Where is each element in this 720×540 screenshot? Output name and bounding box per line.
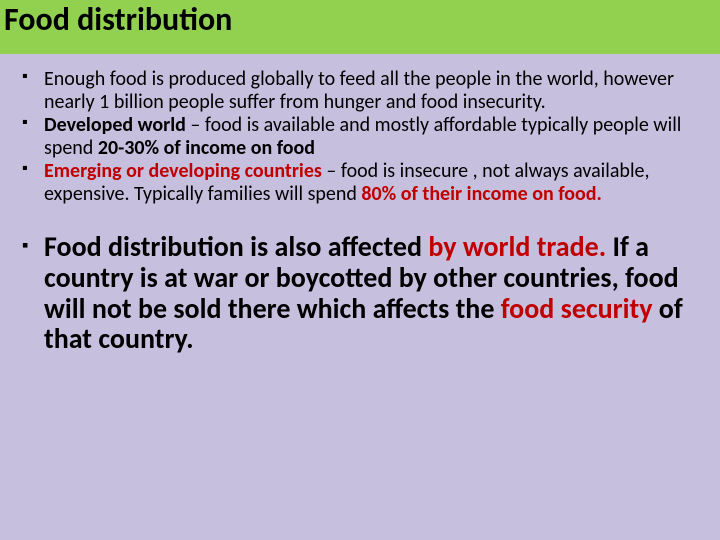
bullet-4-lead: Food distribution is also affected — [44, 229, 428, 264]
content-area: Enough food is produced globally to feed… — [0, 54, 720, 355]
page-title: Food distribution — [4, 2, 716, 37]
bullet-1-text: Enough food is produced globally to feed… — [44, 67, 674, 114]
bullet-list: Enough food is produced globally to feed… — [18, 68, 702, 355]
bullet-3-lead: Emerging or developing countries — [44, 159, 322, 183]
bullet-1: Enough food is produced globally to feed… — [18, 68, 702, 114]
bullet-2-lead: Developed world — [44, 113, 186, 137]
bullet-4-red2: food security — [501, 291, 659, 326]
bullet-4: Food distribution is also affected by wo… — [18, 232, 702, 355]
bullet-4-red1: by world trade. — [428, 229, 612, 264]
bullet-2-stat: 20-30% of income on food — [98, 136, 315, 160]
bullet-3-stat: 80% of their income on food. — [361, 182, 601, 206]
bullet-2: Developed world – food is available and … — [18, 114, 702, 160]
bullet-3: Emerging or developing countries – food … — [18, 160, 702, 206]
title-bar: Food distribution — [0, 0, 720, 54]
